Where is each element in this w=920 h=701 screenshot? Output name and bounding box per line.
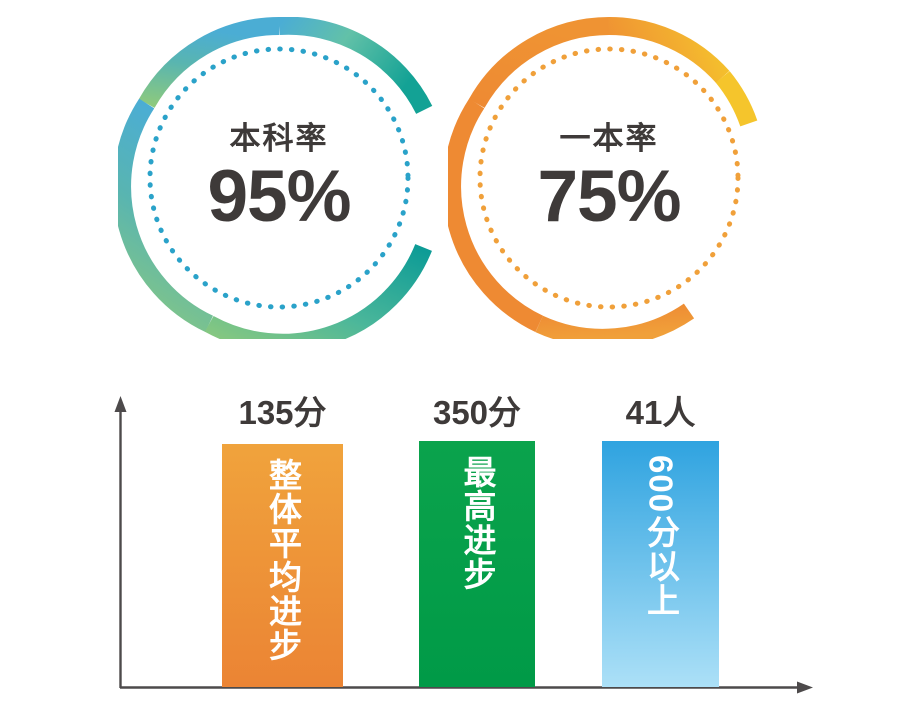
bar-value-label-1: 350分 [432,394,522,431]
gauge-dotted-circle [147,46,411,310]
bar-2: 600 分以上 [602,441,719,687]
bar-inner-label-2-suffix: 分以上 [642,515,680,618]
gauge-ring-graphic [118,17,433,339]
bar-inner-label-1: 最高进步 [458,455,496,591]
bar-inner-label-0: 整体平均进步 [264,458,302,662]
bar-1: 最高进步 [419,441,535,687]
gauge-ring-graphic [448,17,758,339]
gauge-dotted-circle [477,46,741,310]
bar-0: 整体平均进步 [222,444,343,687]
bar-value-label-0: 135分 [238,394,327,431]
bar-value-label-2: 41人 [625,394,696,431]
bar-inner-label-2-number: 600 [642,455,680,514]
